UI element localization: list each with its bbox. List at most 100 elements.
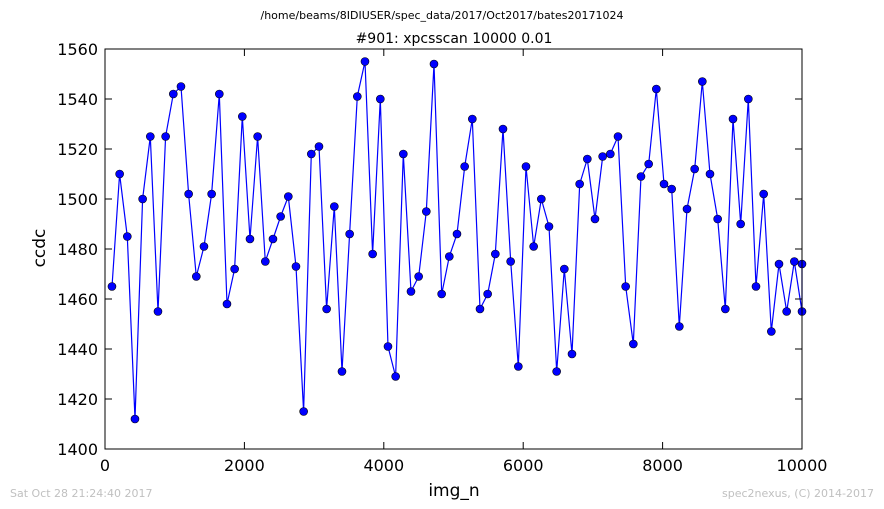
data-point <box>652 84 661 94</box>
data-point <box>437 289 446 299</box>
data-point <box>475 304 485 314</box>
footer-timestamp: Sat Oct 28 21:24:40 2017 <box>10 487 153 500</box>
data-point <box>728 114 738 124</box>
data-point <box>659 179 669 189</box>
x-tick-label: 8000 <box>642 456 683 475</box>
plot-area <box>107 57 807 424</box>
data-point <box>529 242 538 251</box>
data-point <box>736 219 745 229</box>
x-tick-label: 4000 <box>363 456 404 475</box>
data-point <box>636 172 646 181</box>
data-point <box>138 194 147 204</box>
data-point <box>184 189 193 199</box>
data-point <box>153 307 163 316</box>
y-tick-label: 1420 <box>57 390 98 409</box>
data-point <box>284 192 293 201</box>
data-point <box>276 212 285 221</box>
data-point <box>613 132 623 141</box>
data-point <box>299 407 308 416</box>
data-point <box>782 307 791 316</box>
data-point <box>460 162 469 171</box>
y-axis: 1400 1420 1440 1460 1480 1500 1520 1540 1560 <box>57 40 802 459</box>
data-point <box>598 152 607 161</box>
data-point <box>406 287 416 296</box>
data-point <box>537 194 546 204</box>
data-point <box>445 252 454 261</box>
data-point <box>261 257 270 266</box>
data-point <box>468 114 477 124</box>
y-tick-label: 1560 <box>57 40 98 59</box>
data-point <box>161 132 170 141</box>
y-tick-label: 1500 <box>57 190 98 209</box>
y-tick-label: 1480 <box>57 240 98 259</box>
data-point <box>123 232 132 241</box>
data-point <box>337 367 347 376</box>
y-tick-label: 1440 <box>57 340 98 359</box>
data-point <box>606 149 615 159</box>
data-point <box>521 162 531 171</box>
data-point <box>575 179 584 189</box>
data-point <box>567 349 577 359</box>
data-point <box>222 299 232 309</box>
data-point <box>169 89 178 99</box>
data-point <box>199 242 209 251</box>
data-point <box>544 222 554 231</box>
data-point <box>107 282 117 291</box>
x-tick-label: 0 <box>100 456 110 475</box>
data-point <box>721 304 730 314</box>
data-point <box>399 149 408 159</box>
data-point <box>698 77 707 86</box>
data-point <box>675 322 684 331</box>
data-point <box>383 342 393 351</box>
data-point <box>767 327 776 336</box>
data-point <box>215 89 224 99</box>
data-point <box>790 257 799 266</box>
data-point <box>644 159 653 169</box>
series-line <box>111 61 803 420</box>
data-point <box>146 132 155 141</box>
data-point <box>414 272 423 281</box>
data-point <box>744 94 753 104</box>
footer-credit: spec2nexus, (C) 2014-2017 <box>722 487 874 500</box>
data-point <box>682 204 692 214</box>
data-point <box>238 112 247 121</box>
data-point <box>268 234 278 244</box>
data-point <box>705 169 715 179</box>
data-point <box>590 214 600 224</box>
data-point <box>621 282 630 291</box>
data-point <box>506 257 515 266</box>
data-point <box>690 164 699 174</box>
data-point <box>629 339 638 349</box>
data-point <box>230 264 239 274</box>
data-point <box>759 189 768 199</box>
data-point <box>452 229 462 239</box>
x-tick-label: 2000 <box>224 456 265 475</box>
data-point <box>376 94 385 104</box>
data-point <box>583 154 592 164</box>
data-point <box>291 262 301 271</box>
data-point <box>130 414 140 424</box>
data-point <box>245 234 255 244</box>
data-point <box>345 229 354 239</box>
data-point <box>368 249 377 259</box>
data-point <box>307 149 316 159</box>
x-axis: 0 2000 4000 6000 8000 10000 <box>100 49 827 475</box>
data-point <box>353 92 362 101</box>
data-point <box>483 289 492 299</box>
data-point <box>330 202 339 211</box>
data-point <box>498 124 508 134</box>
data-point <box>322 304 331 314</box>
plot-frame <box>104 48 803 450</box>
data-point <box>360 57 370 66</box>
data-point <box>115 169 124 179</box>
y-tick-label: 1540 <box>57 90 98 109</box>
data-point <box>422 207 431 216</box>
plot-title: #901: xpcsscan 10000 0.01 <box>356 31 553 47</box>
figure-suptitle: /home/beams/8IDIUSER/spec_data/2017/Oct2… <box>260 9 624 22</box>
data-point <box>253 132 262 141</box>
x-axis-label: img_n <box>428 481 479 501</box>
data-point <box>314 142 324 151</box>
data-point <box>713 214 722 224</box>
data-point <box>667 184 676 194</box>
